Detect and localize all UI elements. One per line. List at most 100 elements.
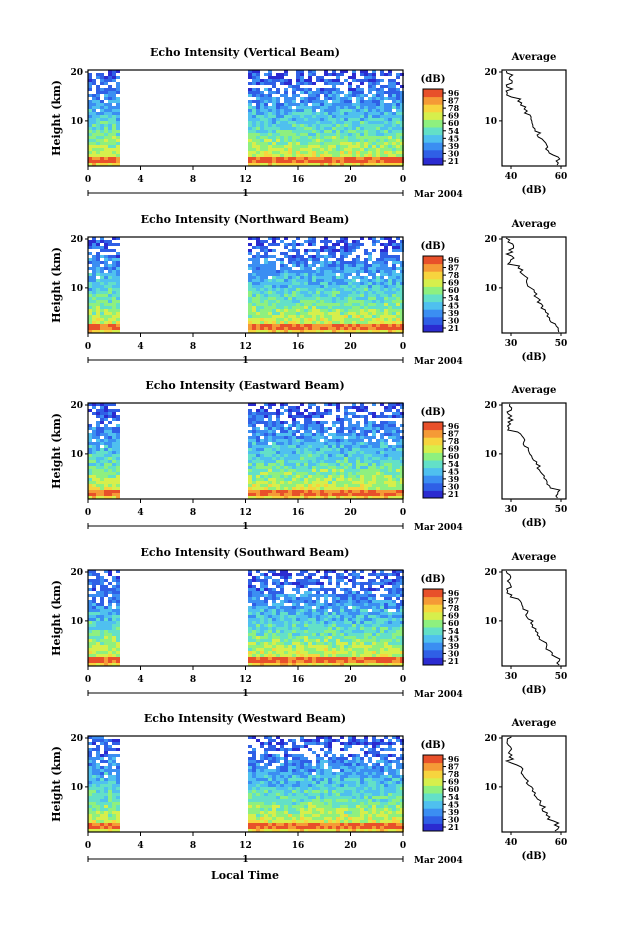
- colorbar-tick-label: 21: [448, 822, 459, 832]
- colorbar-segment: [423, 642, 443, 651]
- colorbar-segment: [423, 452, 443, 461]
- date-tick-label: 1: [242, 522, 248, 532]
- colorbar-segment: [423, 634, 443, 643]
- panel-title: Echo Intensity (Southward Beam): [141, 546, 350, 559]
- y-tick-label: 20: [70, 734, 83, 744]
- x-tick-label: 16: [292, 841, 305, 851]
- colorbar-segment: [423, 286, 443, 295]
- colorbar-tick-label: 78: [448, 603, 460, 613]
- colorbar-unit: (dB): [421, 574, 446, 585]
- colorbar-segment: [423, 89, 443, 98]
- colorbar-tick-label: 96: [448, 88, 460, 98]
- date-label: Mar 2004: [414, 856, 463, 866]
- avg-x-tick-label: 60: [555, 838, 568, 848]
- colorbar-tick-label: 39: [448, 141, 460, 151]
- colorbar-tick-label: 87: [448, 429, 459, 439]
- x-tick-label: 20: [344, 675, 357, 685]
- x-tick-label: 12: [239, 841, 252, 851]
- colorbar-tick-label: 60: [448, 118, 460, 128]
- y-axis-label: Height (km): [50, 247, 63, 323]
- x-tick-label: 20: [344, 841, 357, 851]
- panel-title: Echo Intensity (Vertical Beam): [150, 46, 340, 59]
- x-tick-label: 0: [85, 841, 91, 851]
- x-tick-label: 4: [137, 841, 143, 851]
- y-axis-label: Height (km): [50, 413, 63, 489]
- colorbar-segment: [423, 263, 443, 272]
- colorbar-tick-label: 87: [448, 263, 459, 273]
- average-title: Average: [511, 552, 557, 563]
- colorbar-tick-label: 69: [448, 444, 460, 454]
- colorbar-segment: [423, 437, 443, 446]
- colorbar-tick-label: 87: [448, 762, 459, 772]
- panel-3: Echo Intensity (Eastward Beam)2010Height…: [50, 379, 567, 533]
- colorbar-tick-label: 60: [448, 451, 460, 461]
- panel-4: Echo Intensity (Southward Beam) 20 1 0 Heigh…: [50, 546, 567, 700]
- colorbar-tick-label: 96: [448, 588, 460, 598]
- avg-x-tick-label: 50: [555, 672, 568, 682]
- avg-x-tick-label: 60: [555, 172, 568, 182]
- colorbar-tick-label: 78: [448, 769, 460, 779]
- average-unit: (dB): [522, 185, 547, 196]
- colorbar-tick-label: 54: [448, 126, 460, 136]
- colorbar-segment: [423, 611, 443, 620]
- average-frame: [501, 569, 567, 667]
- colorbar-segment: [423, 316, 443, 325]
- colorbar-frame: [422, 255, 444, 333]
- y-tick-label: 10: [70, 117, 83, 127]
- x-tick-label: 16: [292, 175, 305, 185]
- heatmap-cells: [88, 570, 404, 666]
- panel-title: Echo Intensity (Northward Beam): [141, 213, 350, 226]
- colorbar-segment: [423, 657, 443, 666]
- y-tick-label: 10: [70, 783, 83, 793]
- colorbar-segment: [423, 301, 443, 310]
- colorbar-tick-label: 54: [448, 626, 460, 636]
- average-unit: (dB): [522, 685, 547, 696]
- date-tick-label: 1: [242, 689, 248, 699]
- colorbar-segment: [423, 157, 443, 166]
- colorbar-segment: [423, 793, 443, 802]
- colorbar-segment: [423, 127, 443, 136]
- colorbar-tick-label: 96: [448, 255, 460, 265]
- colorbar-segment: [423, 755, 443, 764]
- panel-1: Echo Intensity (Vertical Beam)2010Height…: [50, 46, 567, 200]
- colorbar-segment: [423, 777, 443, 786]
- average-profile-line: [505, 70, 561, 166]
- colorbar-segment: [423, 808, 443, 817]
- colorbar-segment: [423, 815, 443, 824]
- y-axis-label: Height (km): [50, 80, 63, 156]
- colorbar-segment: [423, 604, 443, 613]
- colorbar-tick-label: 54: [448, 459, 460, 469]
- colorbar-frame: [422, 88, 444, 166]
- date-tick-label: 1: [242, 356, 248, 366]
- x-tick-label: 12: [239, 508, 252, 518]
- colorbar-frame: [422, 421, 444, 499]
- x-tick-label: 4: [137, 675, 143, 685]
- colorbar-segment: [423, 589, 443, 598]
- avg-x-tick-label: 30: [505, 339, 518, 349]
- avg-x-tick-label: 30: [505, 672, 518, 682]
- colorbar-tick-label: 45: [448, 633, 459, 643]
- avg-x-tick-label: 40: [505, 838, 518, 848]
- x-tick-label: 0: [85, 342, 91, 352]
- colorbar-segment: [423, 271, 443, 280]
- colorbar-tick-label: 30: [448, 814, 460, 824]
- y-axis-label: Height (km): [50, 580, 63, 656]
- date-tick-label: 1: [242, 855, 248, 865]
- average-title: Average: [511, 385, 557, 396]
- x-tick-label: 0: [85, 675, 91, 685]
- colorbar-segment: [423, 460, 443, 469]
- x-tick-label: 12: [239, 342, 252, 352]
- colorbar-tick-label: 45: [448, 133, 459, 143]
- avg-y-tick-label: 20: [484, 235, 497, 245]
- average-title: Average: [511, 718, 557, 729]
- colorbar-tick-label: 39: [448, 308, 460, 318]
- colorbar-segment: [423, 770, 443, 779]
- colorbar-segment: [423, 119, 443, 128]
- colorbar-unit: (dB): [421, 407, 446, 418]
- colorbar-segment: [423, 490, 443, 499]
- colorbar-tick-label: 87: [448, 96, 459, 106]
- colorbar-tick-label: 60: [448, 285, 460, 295]
- colorbar-segment: [423, 324, 443, 333]
- colorbar-tick-label: 78: [448, 436, 460, 446]
